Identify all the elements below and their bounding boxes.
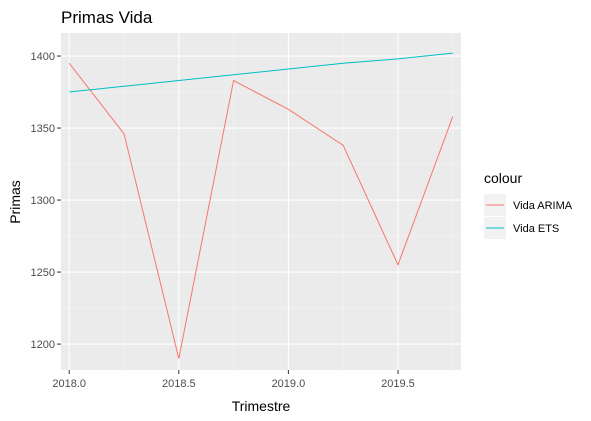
y-axis-title: Primas xyxy=(7,180,23,224)
x-tick-label: 2018.0 xyxy=(52,378,86,390)
minor-gridlines xyxy=(61,33,461,370)
y-tick-label: 1400 xyxy=(31,51,55,63)
legend-label-vida-ets: Vida ETS xyxy=(513,223,559,235)
legend: colour Vida ARIMA Vida ETS xyxy=(484,170,573,239)
y-axis: 1200 1250 1300 1350 1400 xyxy=(31,51,61,351)
series-layer xyxy=(68,52,454,359)
legend-label-vida-arima: Vida ARIMA xyxy=(513,200,573,212)
chart-title: Primas Vida xyxy=(61,8,153,27)
x-tick-label: 2019.0 xyxy=(272,378,306,390)
x-tick-label: 2018.5 xyxy=(162,378,196,390)
y-tick-label: 1200 xyxy=(31,339,55,351)
y-tick-label: 1350 xyxy=(31,123,55,135)
x-tick-label: 2019.5 xyxy=(381,378,415,390)
legend-title: colour xyxy=(484,170,522,186)
series-line-vida-arima xyxy=(68,62,454,359)
legend-items: Vida ARIMA Vida ETS xyxy=(484,194,573,239)
major-gridlines xyxy=(61,33,461,370)
x-axis: 2018.0 2018.5 2019.0 2019.5 xyxy=(52,370,415,390)
y-tick-label: 1250 xyxy=(31,267,55,279)
plot-panel xyxy=(61,33,461,370)
y-tick-label: 1300 xyxy=(31,195,55,207)
series-line-vida-ets xyxy=(69,52,453,93)
x-axis-title: Trimestre xyxy=(232,398,291,414)
